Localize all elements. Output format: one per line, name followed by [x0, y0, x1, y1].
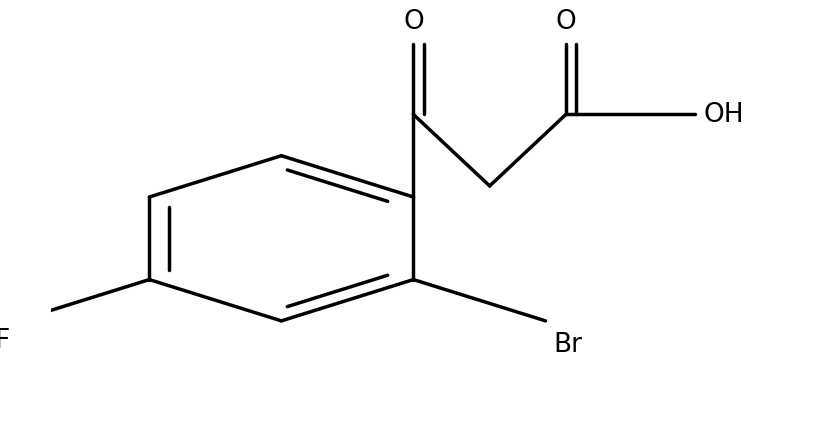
Text: O: O	[403, 9, 424, 35]
Text: F: F	[0, 328, 9, 354]
Text: Br: Br	[553, 332, 582, 357]
Text: O: O	[555, 9, 576, 35]
Text: OH: OH	[703, 102, 744, 128]
